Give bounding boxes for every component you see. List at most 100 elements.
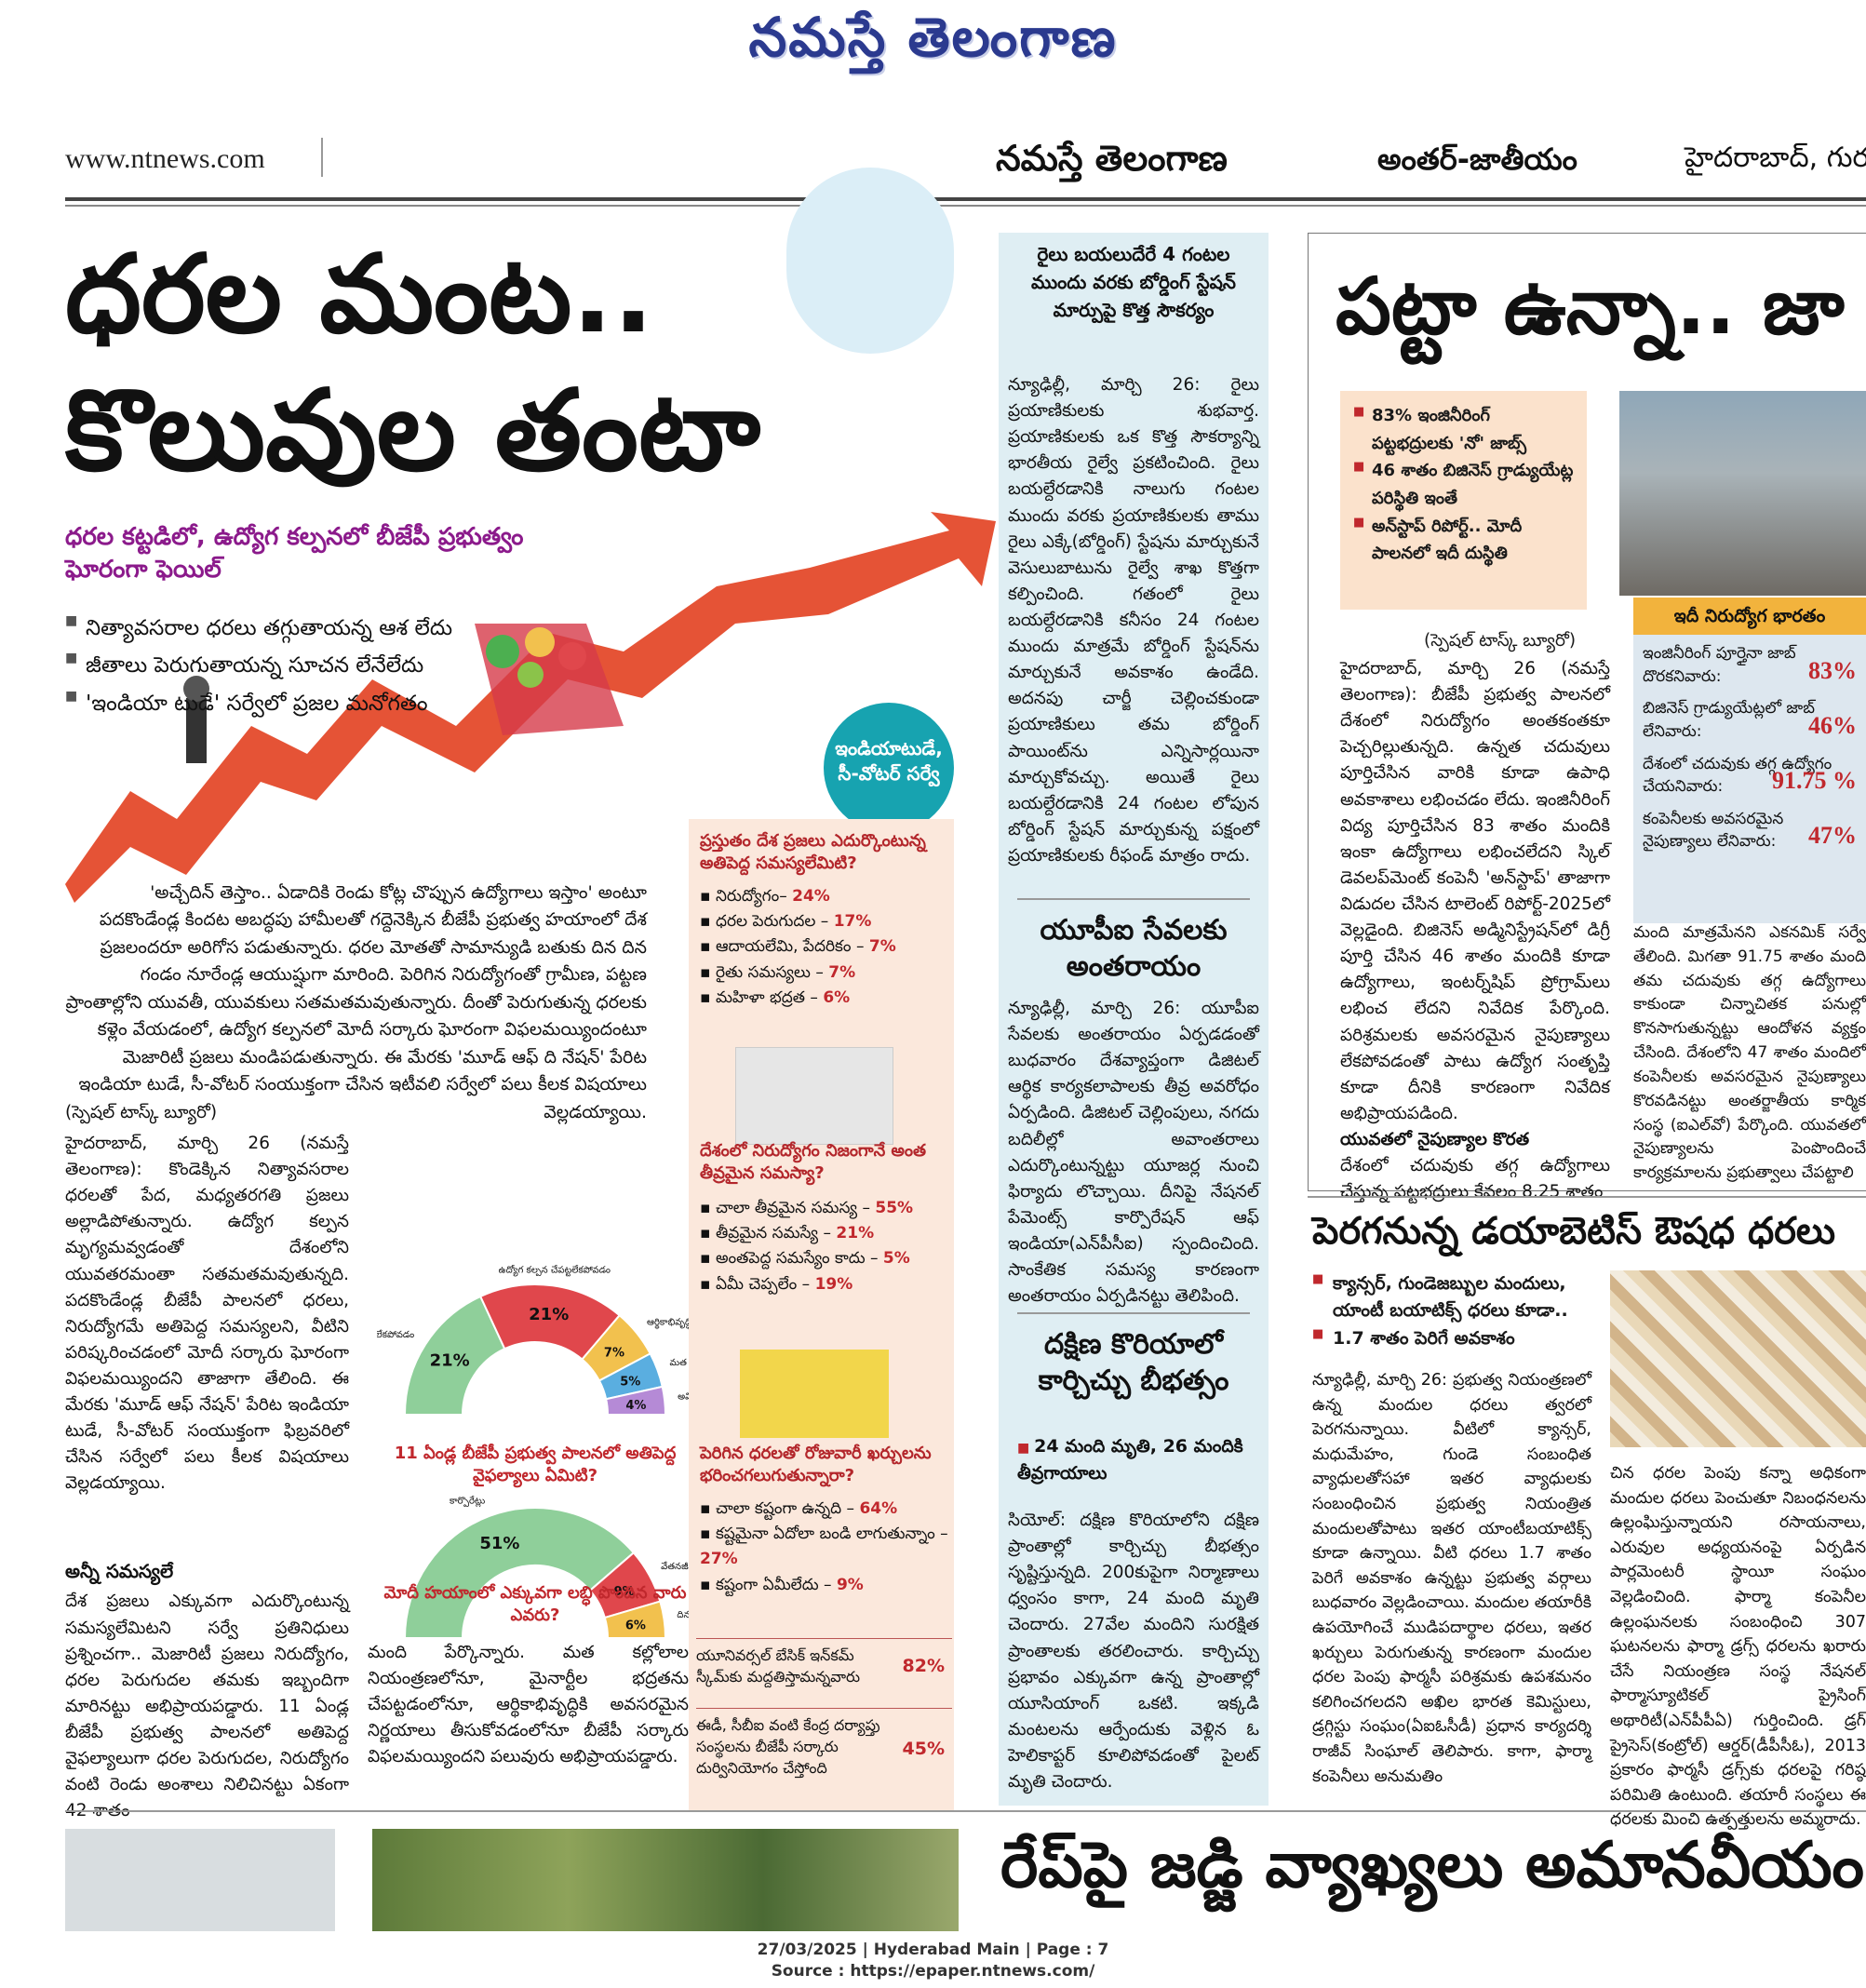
jobs-stats-box: ఇంజినీరింగ్ పూర్తైనా జాబ్ దొరకనివారు: 83%… (1633, 635, 1866, 923)
brief-divider (1017, 898, 1250, 900)
korea-body: సియోల్: దక్షిణ కొరియాలోని దక్షిణ ప్రాంతా… (1008, 1511, 1259, 1793)
survey-answer: ▪ నిరుద్యోగం– 24% (700, 887, 830, 906)
gauge-value-label: 51% (479, 1534, 519, 1553)
grocery-cart-photo (740, 1350, 889, 1438)
jobs-key-point: 46 శాతం బిజినెస్ గ్రాడ్యుయేట్ల పరిస్థితి… (1353, 457, 1574, 512)
jobs-key-points: 83% ఇంజినీరింగ్ పట్టభద్రులకు 'నో' జాబ్స్… (1340, 391, 1587, 610)
gauge-value-label: 21% (430, 1350, 470, 1370)
main-bullet: నిత్యావసరాల ధరలు తగ్గుతాయన్న ఆశ లేదు (65, 610, 549, 647)
survey-answer: ▪ మహిళా భద్రత – 6% (700, 987, 851, 1007)
bottom-headline: రేప్‌పై జడ్జి వ్యాఖ్యలు అమానవీయం (1000, 1829, 1865, 1902)
jobs-stat: ఇంజినీరింగ్ పూర్తైనా జాబ్ దొరకనివారు: 83% (1643, 644, 1857, 686)
main-body-col1: హైదరాబాద్, మార్చి 26 (నమస్తే తెలంగాణ): క… (65, 1134, 349, 1494)
main-body-mid: మంది పేర్కొన్నారు. మత కల్లోలాల నియంత్రణల… (368, 1643, 689, 1767)
jobs-byline: (స్పెషల్ టాస్క్ బ్యూరో) (1424, 631, 1577, 651)
gauge-segment-2 (603, 1600, 667, 1639)
survey-answer: ▪ రైతు సమస్యలు – 7% (700, 962, 856, 982)
unemployed-man-photo (735, 1047, 893, 1145)
survey-answer: ▪ చాలా కష్టంగా ఉన్నది – 64% (700, 1499, 898, 1518)
medicine-pills-photo (1610, 1270, 1866, 1447)
gauge-value-label: 21% (529, 1305, 569, 1324)
main-bullets: నిత్యావసరాల ధరలు తగ్గుతాయన్న ఆశ లేదు జీత… (65, 610, 549, 722)
main-subheadline: ధరల కట్టడిలో, ఉద్యోగ కల్పనలో బీజేపీ ప్రభ… (65, 523, 524, 584)
bottom-divider (65, 1810, 1866, 1812)
jobs-body-col2: మంది మాత్రమేనని ఎకనమిక్ సర్వే తేలింది. మ… (1633, 923, 1866, 1183)
header-rule-thin (65, 205, 1866, 207)
survey-answer: ▪ చాలా తీవ్రమైన సమస్య – 55% (700, 1199, 914, 1217)
diabetes-bullet: 1.7 శాతం పెరిగే అవకాశం (1312, 1325, 1591, 1352)
diabetes-body-col1: న్యూఢిల్లీ, మార్చి 26: ప్రభుత్వ నియంత్రణ… (1312, 1371, 1591, 1786)
gauge-value-label: 4% (625, 1399, 646, 1413)
main-bullet: 'ఇండియా టుడే' సర్వేలో ప్రజల మనోగతం (65, 685, 549, 722)
header-divider (321, 138, 323, 177)
diabetes-bullet: క్యాన్సర్, గుండెజబ్బుల మందులు, యాంటీ బయా… (1312, 1270, 1591, 1325)
gauge-category-label: వేతనజీవులు (661, 1561, 693, 1572)
survey-answers: ▪ చాలా తీవ్రమైన సమస్య – 55% ▪ తీవ్రమైన స… (700, 1196, 951, 1297)
survey-stat-value: 82% (902, 1656, 945, 1676)
survey-stat-box: ఈడీ, సీబీఐ వంటి కేంద్ర దర్యాప్తు సంస్థలన… (696, 1708, 952, 1780)
site-url[interactable]: www.ntnews.com (65, 143, 265, 174)
gauge-chart-beneficiaries: 51%కార్పొరేట్లు9%వేతనజీవులు6%దినసరి కూలీ… (403, 1496, 693, 1639)
gauge-category-label: మత కల్లోలాలు, మైనార్టీల రక్షణ (670, 1357, 693, 1369)
jobs-key-point: 83% ఇంజినీరింగ్ పట్టభద్రులకు 'నో' జాబ్స్ (1353, 402, 1574, 457)
gauge-value-label: 9% (614, 1585, 635, 1599)
gauge-category-label: ధరలను అదుపులో పెట్టలేకపోవడం (377, 1329, 414, 1341)
footer-source[interactable]: Source : https://epaper.ntnews.com/ (771, 1962, 1095, 1981)
header-rule (65, 197, 1866, 201)
diabetes-headline: పెరగనున్న డయాబెటిస్ ఔషధ ధరలు (1312, 1210, 1836, 1253)
survey-answer: ▪ కష్టమైనా ఏదోలా బండి లాగుతున్నాం – 27% (700, 1525, 948, 1569)
gauge-category-label: ఉద్యోగ కల్పన చేపట్టలేకపోవడం (499, 1264, 611, 1276)
jobs-headline: పట్టా ఉన్నా.. జా (1336, 261, 1845, 352)
rail-body: న్యూఢిల్లీ, మార్చి 26: రైలు ప్రయాణికులకు… (1008, 375, 1259, 866)
gauge-category-label: ఆర్థికాభివృద్ధి జరుగకపోవడం (647, 1318, 693, 1330)
survey-stat-box: యూనివర్సల్ బేసిక్ ఇన్‌కమ్ స్కీమ్‌కు మద్ద… (696, 1638, 952, 1687)
newspaper-logo: నమస్తే తెలంగాణ (748, 6, 1118, 69)
survey-answers: ▪ చాలా కష్టంగా ఉన్నది – 64% ▪ కష్టమైనా ఏ… (700, 1497, 951, 1598)
jobs-story-frame (1308, 233, 1866, 1191)
diabetes-bullets: క్యాన్సర్, గుండెజబ్బుల మందులు, యాంటీ బయా… (1312, 1270, 1591, 1352)
gauge-value-label: 7% (604, 1347, 624, 1361)
gauge-caption-beneficiaries: మోదీ హయాంలో ఎక్కువగా లబ్ధి పొందిన వారు ఎ… (383, 1583, 687, 1626)
forest-photo (372, 1829, 959, 1931)
stressed-man-illustration (786, 168, 954, 354)
story-divider (1308, 1196, 1866, 1198)
korea-headline: దక్షిణ కొరియాలో కార్చిచ్చు బీభత్సం (1038, 1328, 1229, 1397)
main-byline: (స్పెషల్ టాస్క్ బ్యూరో) (65, 1103, 218, 1122)
gauge-category-label: కార్పొరేట్లు (450, 1496, 486, 1508)
survey-question: ప్రస్తుతం దేశ ప్రజలు ఎదుర్కొంటున్న అతిపె… (700, 831, 926, 874)
gauge-chart-failures: 21% ధరలను అదుపులో పెట్టలేకపోవడం 21% ఉద్యోగ … (377, 1264, 693, 1416)
main-bullet: జీతాలు పెరుగుతాయన్న సూచన లేనేలేదు (65, 647, 549, 684)
page-header: www.ntnews.com నమస్తే తెలంగాణ అంతర్-జాతీ… (65, 138, 1866, 184)
main-intro: 'అచ్చేదిన్ తెస్తాం.. ఏడాదికి రెండు కోట్ల… (65, 882, 647, 1122)
survey-answer: ▪ తీవ్రమైన సమస్యే – 21% (700, 1224, 875, 1243)
dateline: హైదరాబాద్, గురు (1685, 141, 1866, 174)
jobs-stat: బిజినెస్ గ్రాడ్యుయేట్లలో జాబ్ లేనివారు: 4… (1643, 699, 1857, 741)
survey-source-badge: ఇండియాటుడే, సీ-వోటర్ సర్వే (824, 703, 954, 833)
main-headline-line1: ధరల మంట.. (65, 232, 654, 357)
jobs-stat: దేశంలో చదువుకు తగ్గ ఉద్యోగం చేయనివారు: 91… (1643, 754, 1857, 797)
upi-body: న్యూఢిల్లీ, మార్చి 26: యూపీఐ సేవలకు అంతర… (1008, 999, 1259, 1307)
gauge-value-label: 5% (620, 1375, 640, 1389)
survey-answer: ▪ అంతపెద్ద సమస్యేం కాదు – 5% (700, 1249, 910, 1269)
news-briefs-column: రైలు బయలుదేరే 4 గంటల ముందు వరకు బోర్డింగ… (999, 233, 1269, 1806)
gauge-value-label: 6% (625, 1619, 646, 1632)
main-body-subtitle: అన్నీ సమస్యలే (65, 1560, 174, 1582)
survey-stat-text: ఈడీ, సీబీఐ వంటి కేంద్ర దర్యాప్తు సంస్థలన… (696, 1716, 880, 1778)
diabetes-body-col2: చిన ధరల పెంపు కన్నా అధికంగా మందుల ధరలు ప… (1610, 1464, 1866, 1830)
footer-edition: 27/03/2025 | Hyderabad Main | Page : 7 (757, 1941, 1109, 1959)
survey-answer: ▪ కష్టంగా ఏమీలేదు – 9% (700, 1575, 864, 1594)
survey-question: దేశంలో నిరుద్యోగం నిజంగానే అంత తీవ్రమైన … (700, 1141, 927, 1184)
portrait-photo (65, 1829, 335, 1931)
survey-question: పెరిగిన ధరలతో రోజువారీ ఖర్చులను భరించగలు… (700, 1444, 932, 1486)
survey-answer: ▪ ఆదాయలేమి, పేదరికం – 7% (700, 937, 896, 957)
jobs-body-subtitle: యువతలో నైపుణ్యాల కొరత (1340, 1129, 1530, 1149)
jobs-stats-heading: ఇదీ నిరుద్యోగ భారతం (1633, 598, 1866, 635)
brief-divider (1017, 1312, 1250, 1314)
paper-name: నమస్తే తెలంగాణ (996, 138, 1228, 179)
jobs-key-point: అన్‌స్టాప్ రిపోర్ట్.. మోదీ పాలనలో ఇదీ దు… (1353, 513, 1574, 568)
main-headline-line2: కొలువుల తంటా (65, 367, 761, 496)
job-seekers-crowd-photo (1619, 391, 1866, 596)
gauge-segment-0 (403, 1507, 636, 1639)
jobs-body-text: హైదరాబాద్, మార్చి 26 (నమస్తే తెలంగాణ): బ… (1340, 659, 1610, 1123)
survey-stat-text: యూనివర్సల్ బేసిక్ ఇన్‌కమ్ స్కీమ్‌కు మద్ద… (696, 1646, 861, 1686)
